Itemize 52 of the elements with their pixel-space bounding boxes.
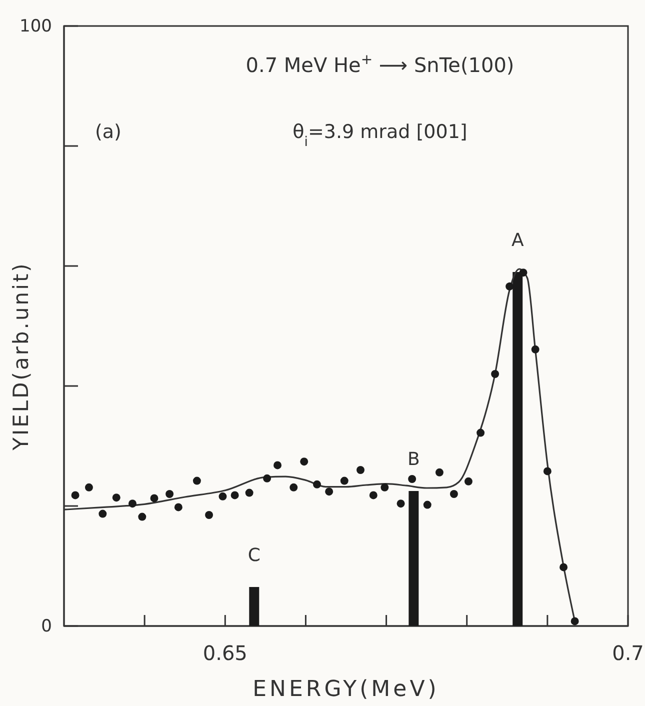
point [166,490,174,498]
point [263,474,272,482]
point [245,488,254,497]
y-axis-title: YIELD(arb.unit) [9,262,33,452]
annotation: B [408,449,420,470]
annotation: θ$_{i}$=3.9 mrad [001] [292,121,468,150]
point [230,491,239,500]
point [174,503,182,512]
point [491,370,500,378]
annotation: A [511,230,524,251]
point [531,345,540,354]
point [325,488,334,496]
point [138,512,146,521]
annotation: (a) [95,121,122,143]
point [98,510,107,518]
point [71,491,80,500]
point [128,500,136,508]
point [84,483,93,492]
x-tick-label: 0.7 [612,641,644,666]
point [476,428,485,437]
bar [249,587,260,626]
point [290,483,298,492]
point [274,461,282,470]
point [560,563,568,572]
point [519,268,528,277]
point [192,476,201,485]
x-axis-title: ENERGY(MeV) [252,677,440,702]
point [150,494,158,502]
point [300,458,308,466]
y-tick-label: 100 [20,16,52,36]
point [464,477,472,486]
point [423,500,432,509]
point [506,282,514,290]
bar [408,491,419,626]
point [543,467,552,476]
point [369,491,378,500]
point [112,494,120,502]
point [356,466,364,474]
x-tick-label: 0.65 [202,641,248,666]
point [205,511,214,519]
point [218,492,227,500]
y-tick-label: 0 [41,616,52,636]
text: 0.7 MeV He$^{+}$ ⟶ SnTe(100) [246,52,514,77]
point [340,476,348,485]
point [396,500,405,508]
point [450,490,458,498]
point [435,468,444,476]
point [313,480,321,488]
annotation: C [248,545,260,566]
point [408,475,416,483]
point [380,483,389,492]
point [570,617,579,626]
